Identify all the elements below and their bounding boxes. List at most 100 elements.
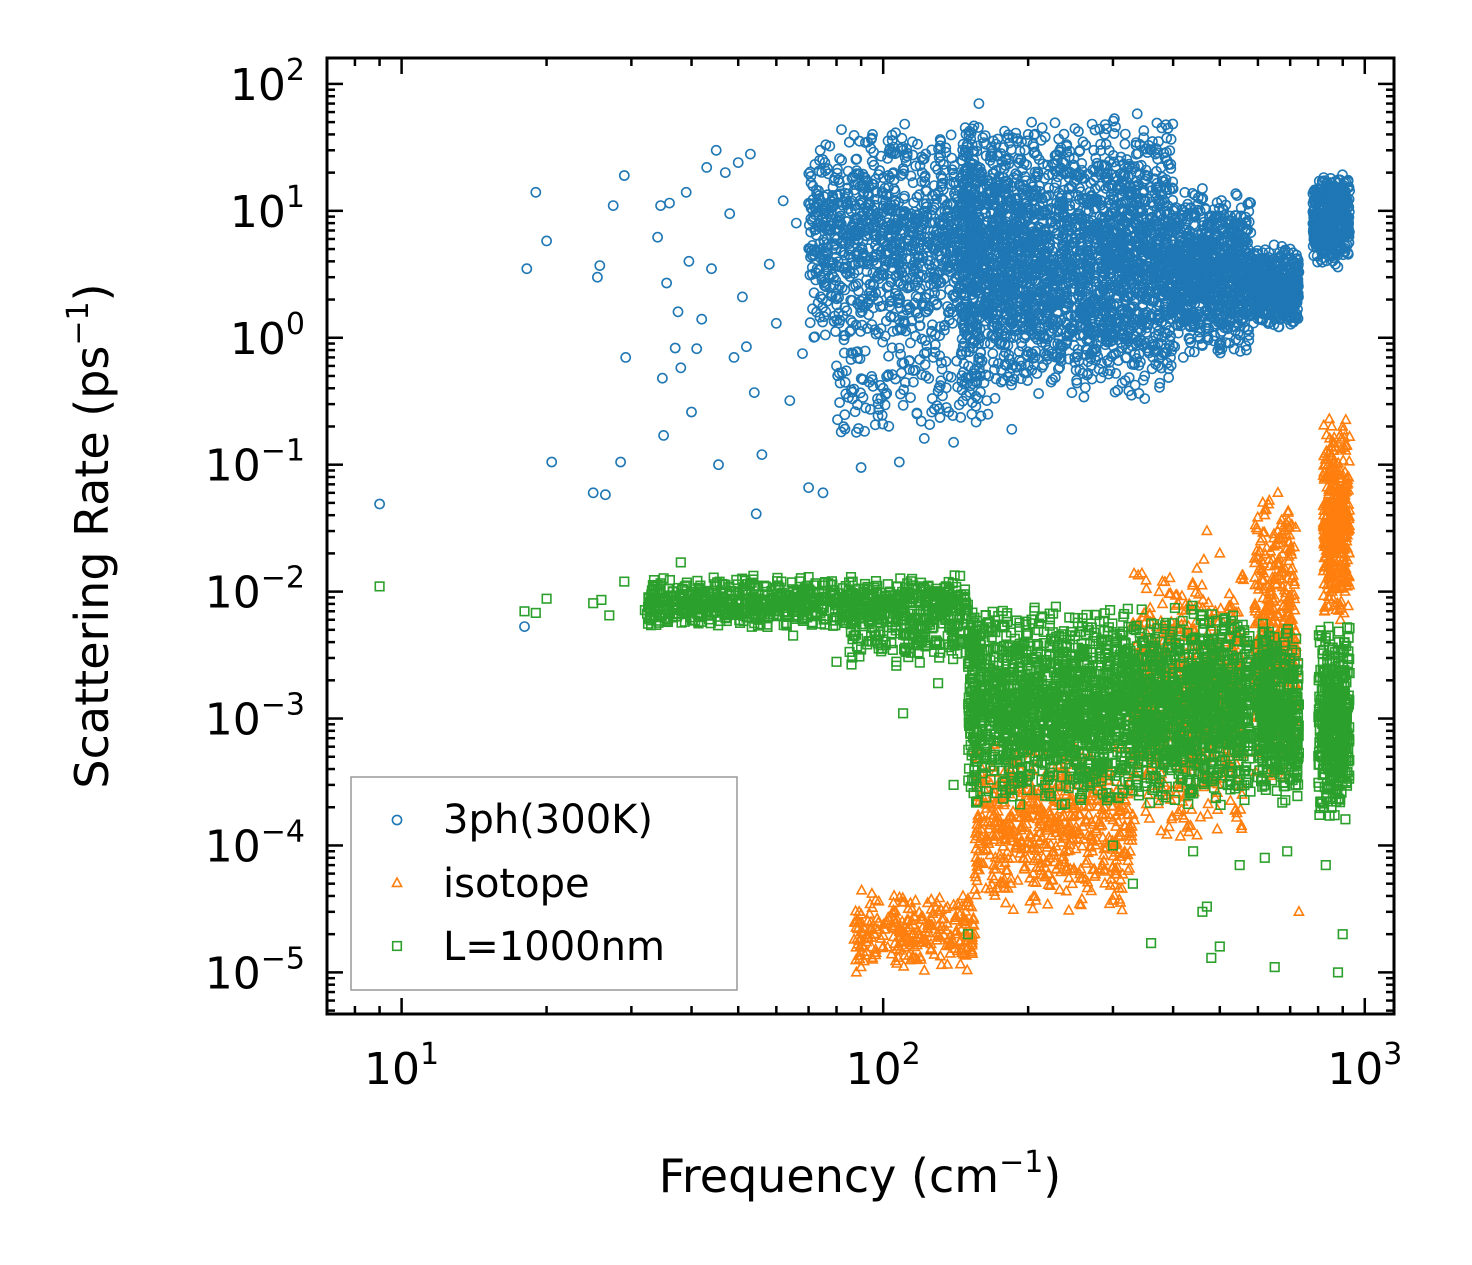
data-point [890, 127, 901, 139]
data-point [854, 135, 865, 147]
data-point [929, 287, 940, 299]
data-point [938, 235, 950, 247]
data-point [945, 129, 957, 141]
data-point [845, 294, 857, 306]
data-point [806, 261, 818, 273]
data-point [927, 351, 939, 363]
data-point [845, 354, 857, 365]
data-point [819, 329, 831, 341]
data-point [897, 399, 909, 411]
data-point [836, 124, 847, 136]
data-point [827, 181, 839, 193]
data-point [842, 182, 854, 194]
data-point [940, 254, 952, 266]
data-point [838, 334, 850, 346]
data-point [821, 295, 833, 307]
data-point [868, 159, 880, 171]
data-point [880, 248, 892, 260]
data-point [899, 118, 911, 130]
data-point [805, 213, 817, 225]
data-point [834, 153, 845, 164]
data-point [874, 301, 886, 312]
data-point [824, 140, 836, 152]
data-point [819, 157, 831, 168]
data-point [921, 201, 933, 213]
data-point [853, 257, 864, 269]
data-point [809, 331, 821, 343]
data-point [857, 248, 869, 260]
data-point [931, 299, 942, 311]
data-point [805, 226, 817, 238]
data-point [937, 219, 948, 231]
data-point [918, 198, 930, 210]
data-point [820, 165, 831, 177]
data-point [862, 206, 874, 218]
data-point [940, 142, 952, 154]
data-point [867, 204, 879, 216]
data-point [862, 189, 874, 201]
data-point [919, 300, 931, 312]
data-point [855, 325, 867, 337]
data-point [844, 326, 856, 337]
data-point [819, 221, 831, 232]
data-point [875, 150, 887, 162]
data-point [879, 330, 891, 342]
data-point [919, 170, 931, 182]
data-point [927, 319, 938, 331]
data-point [848, 259, 860, 271]
data-point [905, 244, 917, 256]
data-point [884, 289, 895, 301]
data-point [895, 143, 907, 155]
data-point [893, 219, 905, 231]
data-point [926, 204, 938, 216]
data-point [828, 271, 840, 283]
data-point [857, 391, 869, 403]
series-layer [374, 98, 1356, 978]
data-point [895, 278, 906, 290]
data-point [904, 281, 915, 293]
data-point [836, 282, 848, 294]
data-point [914, 354, 926, 365]
data-point [911, 191, 923, 203]
data-point [861, 230, 873, 242]
series-0 [374, 98, 1355, 632]
data-point [924, 259, 935, 271]
data-point [834, 216, 846, 227]
data-point [905, 170, 917, 182]
data-point [920, 335, 931, 346]
data-point [839, 423, 851, 435]
data-point [875, 249, 887, 261]
data-point [877, 336, 889, 348]
data-point [923, 288, 935, 300]
data-point [854, 195, 866, 206]
data-point [914, 320, 925, 332]
data-point [810, 274, 822, 286]
data-point [913, 268, 924, 280]
data-point [856, 241, 868, 253]
data-point [910, 273, 922, 285]
data-point [912, 292, 924, 304]
data-point [887, 241, 899, 253]
data-point [864, 278, 876, 290]
data-point [896, 132, 908, 144]
data-point [841, 261, 852, 273]
data-point [929, 346, 941, 358]
data-point [858, 179, 870, 191]
data-point [890, 196, 901, 207]
data-point [824, 256, 836, 267]
data-point [851, 229, 863, 240]
data-point [885, 146, 897, 158]
data-point [890, 287, 901, 299]
data-point [848, 267, 860, 279]
data-point [895, 251, 907, 263]
data-point [943, 314, 955, 326]
data-point [937, 173, 948, 184]
data-point [924, 231, 935, 242]
data-point [852, 178, 864, 190]
data-point [840, 266, 852, 278]
data-point [942, 211, 953, 223]
data-point [826, 269, 838, 280]
data-point [829, 233, 840, 244]
data-point [948, 167, 960, 179]
data-point [817, 316, 828, 328]
